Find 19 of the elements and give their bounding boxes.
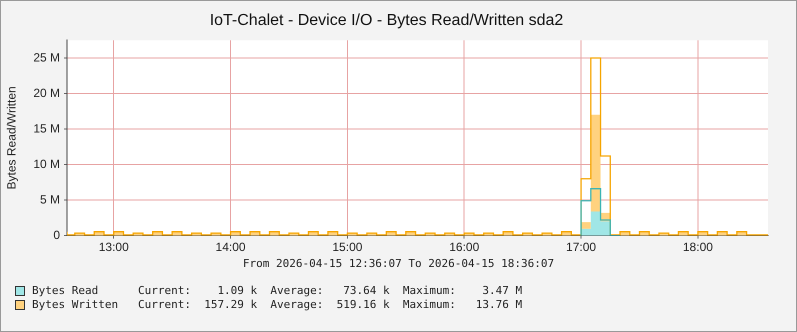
- x-tick-label: 17:00: [566, 240, 596, 254]
- y-tick-label: 20 M: [33, 86, 60, 100]
- text: From 2026-04-15 12:36:07 To 2026-04-15 18:36:07: [242, 257, 556, 270]
- y-tick-label: 5 M: [40, 192, 60, 206]
- y-tick-label: 15 M: [33, 121, 60, 136]
- y-tick-label: 25 M: [33, 50, 60, 64]
- text: Current: 157.29 k Average: 519.16 k Maximum: 13.76 M: [138, 298, 522, 312]
- text: Current: 1.09 k Average: 73.64 k Maximum: 3.47 M: [138, 284, 522, 298]
- x-tick-label: 14:00: [216, 240, 246, 254]
- chart-title: IoT-Chalet - Device I/O - Bytes Read/Written sda2: [210, 12, 564, 30]
- x-tick-label: 13:00: [98, 240, 130, 254]
- x-tick-label: 16:00: [449, 240, 480, 254]
- y-tick-label: 10 M: [33, 156, 60, 171]
- y-axis-title: Bytes Read/Written: [4, 86, 19, 190]
- legend-label: Bytes Read: [32, 284, 100, 298]
- x-tick-label: 18:00: [682, 240, 714, 254]
- legend-label: Bytes Written: [32, 298, 120, 312]
- y-tick-label: 0: [53, 228, 60, 242]
- x-tick-label: 15:00: [332, 240, 363, 254]
